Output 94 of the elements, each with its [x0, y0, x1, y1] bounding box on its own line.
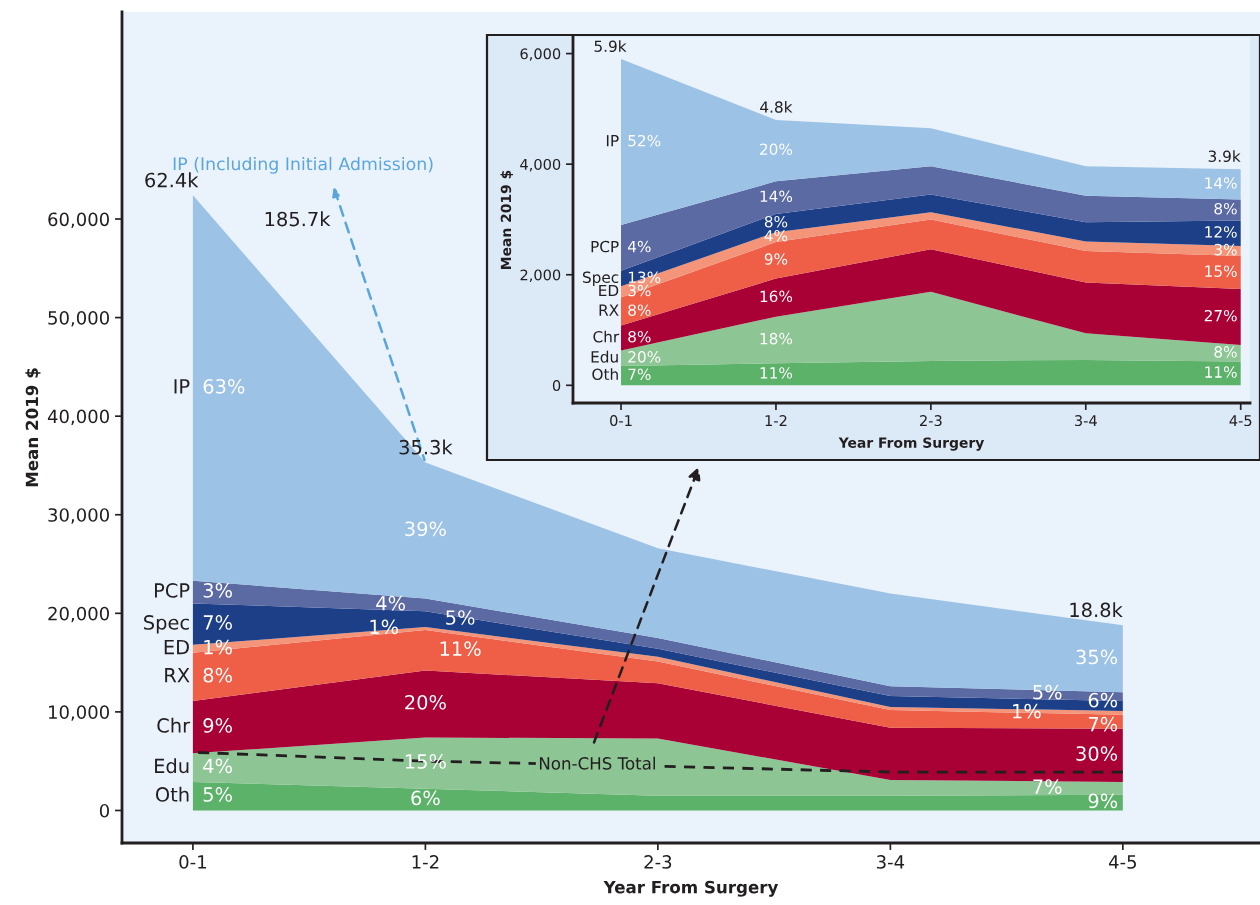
series-label: Spec	[144, 615, 189, 634]
annotation: 4%	[764, 230, 788, 242]
annotation: 6%	[411, 790, 440, 806]
series-label: Edu	[591, 350, 618, 363]
annotation: 4%	[203, 758, 232, 774]
y-tick-label: 0	[99, 803, 109, 818]
x-tick-label: 3-4	[1074, 415, 1097, 427]
y-tick-label: 6,000	[520, 48, 561, 61]
series-label: Edu	[155, 758, 189, 774]
series-label: Non-CHS Total	[539, 756, 655, 770]
x-tick-label: 0-1	[179, 855, 206, 869]
annotation: 5%	[1033, 684, 1062, 700]
x-axis-title: Year From Surgery	[838, 437, 985, 451]
x-axis-title: Year From Surgery	[603, 880, 779, 897]
annotation: 8%	[628, 304, 651, 316]
annotation: 12%	[1205, 226, 1237, 238]
annotation: 52%	[628, 134, 661, 147]
x-tick-label: 3-4	[876, 855, 905, 869]
series-label: RX	[599, 304, 619, 316]
annotation: 11%	[440, 641, 481, 656]
annotation: 5%	[203, 787, 232, 802]
y-tick-label: 10,000	[49, 705, 109, 721]
series-label: Spec	[582, 271, 619, 286]
series-label: PCP	[591, 240, 619, 253]
annotation: 6%	[1088, 692, 1118, 708]
total-label: 18.8k	[1070, 602, 1123, 618]
annotation: 20%	[628, 351, 661, 363]
x-tick-label: 1-2	[412, 855, 439, 869]
total-label: 62.4k	[145, 172, 199, 188]
annotation: 18%	[760, 332, 793, 345]
series-label: ED	[599, 284, 619, 297]
annotation: 9%	[764, 253, 788, 265]
x-tick-label: 4-5	[1108, 855, 1136, 869]
annotation: 7%	[1033, 779, 1062, 794]
series-label: IP	[606, 135, 619, 147]
x-tick-label: 0-1	[610, 415, 632, 427]
x-tick-label: 2-3	[920, 415, 942, 427]
series-label: IP	[174, 379, 190, 394]
series-label: Chr	[157, 717, 191, 733]
series-label: Oth	[592, 368, 618, 381]
y-tick-label: 2,000	[520, 269, 561, 282]
annotation: 4%	[376, 595, 406, 611]
annotation: 3%	[203, 583, 232, 598]
total-label: 3.9k	[1208, 150, 1241, 163]
annotation: 63%	[203, 379, 245, 394]
series-label: Chr	[593, 330, 620, 343]
annotation: 4%	[627, 240, 651, 253]
annotation: 35%	[1076, 649, 1118, 665]
annotation: 5%	[446, 610, 475, 625]
annotation: 20%	[760, 143, 793, 156]
total-label: 5.9k	[594, 40, 627, 52]
annotation: 3%	[628, 284, 651, 297]
annotation: 7%	[203, 615, 232, 630]
annotation: 30%	[1076, 746, 1118, 761]
x-tick-label: 4-5	[1229, 415, 1252, 427]
y-tick-label: 4,000	[520, 158, 561, 172]
total-label: 4.8k	[760, 100, 793, 113]
annotation: 8%	[628, 330, 651, 343]
y-axis-title: Mean 2019 $	[25, 368, 41, 487]
annotation: 14%	[1205, 177, 1237, 189]
y-tick-label: 20,000	[48, 606, 109, 623]
annotation: 9%	[203, 718, 232, 733]
annotation: 11%	[760, 367, 793, 379]
annotation: 8%	[1214, 346, 1237, 358]
annotation: 27%	[1204, 309, 1237, 322]
y-tick-label: 0	[552, 380, 561, 392]
annotation: 16%	[760, 290, 793, 303]
annotation: 9%	[1088, 793, 1118, 809]
series-label: RX	[165, 668, 190, 683]
y-tick-label: 30,000	[48, 508, 109, 524]
annotation: 7%	[628, 368, 651, 381]
annotation: 1%	[204, 639, 232, 655]
y-tick-label: 40,000	[47, 409, 109, 426]
annotation: 185.7k	[265, 211, 331, 227]
y-tick-label: 50,000	[48, 311, 109, 327]
annotation: 15%	[405, 754, 446, 769]
y-tick-label: 60,000	[48, 212, 109, 228]
annotation: 8%	[1214, 202, 1237, 215]
annotation: 7%	[1088, 716, 1118, 732]
annotation: 14%	[760, 190, 793, 203]
y-axis-title: Mean 2019 $	[500, 170, 514, 269]
total-label: 35.3k	[399, 439, 453, 455]
x-tick-label: 1-2	[765, 415, 787, 426]
series-label: ED	[164, 639, 189, 655]
annotation: 20%	[405, 694, 446, 710]
annotation: 8%	[203, 667, 232, 683]
annotation: 8%	[764, 215, 788, 228]
series-label: Oth	[155, 786, 189, 802]
annotation: 3%	[1214, 243, 1237, 256]
annotation: 39%	[405, 521, 446, 537]
series-label: PCP	[155, 583, 190, 598]
annotation: 15%	[1205, 265, 1237, 277]
x-tick-label: 2-3	[644, 855, 672, 869]
annotation: 11%	[1205, 366, 1237, 378]
